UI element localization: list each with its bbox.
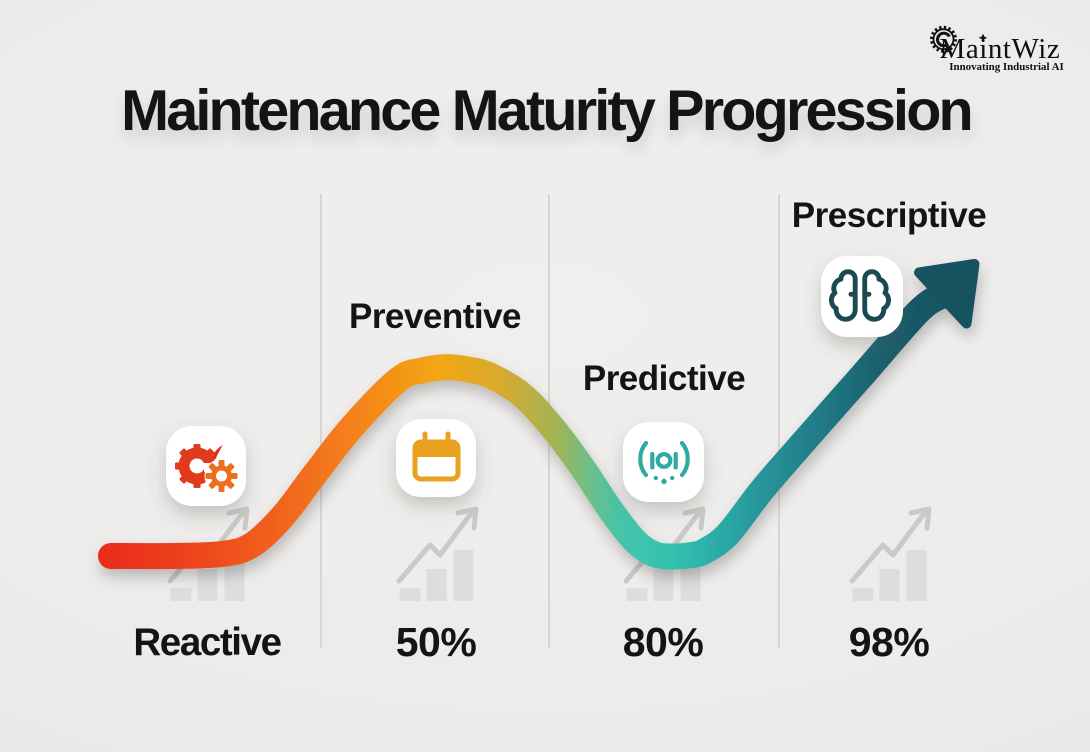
svg-text:MaintWiz: MaintWiz — [940, 33, 1061, 65]
svg-text:Innovating Industrial AI: Innovating Industrial AI — [949, 61, 1063, 73]
